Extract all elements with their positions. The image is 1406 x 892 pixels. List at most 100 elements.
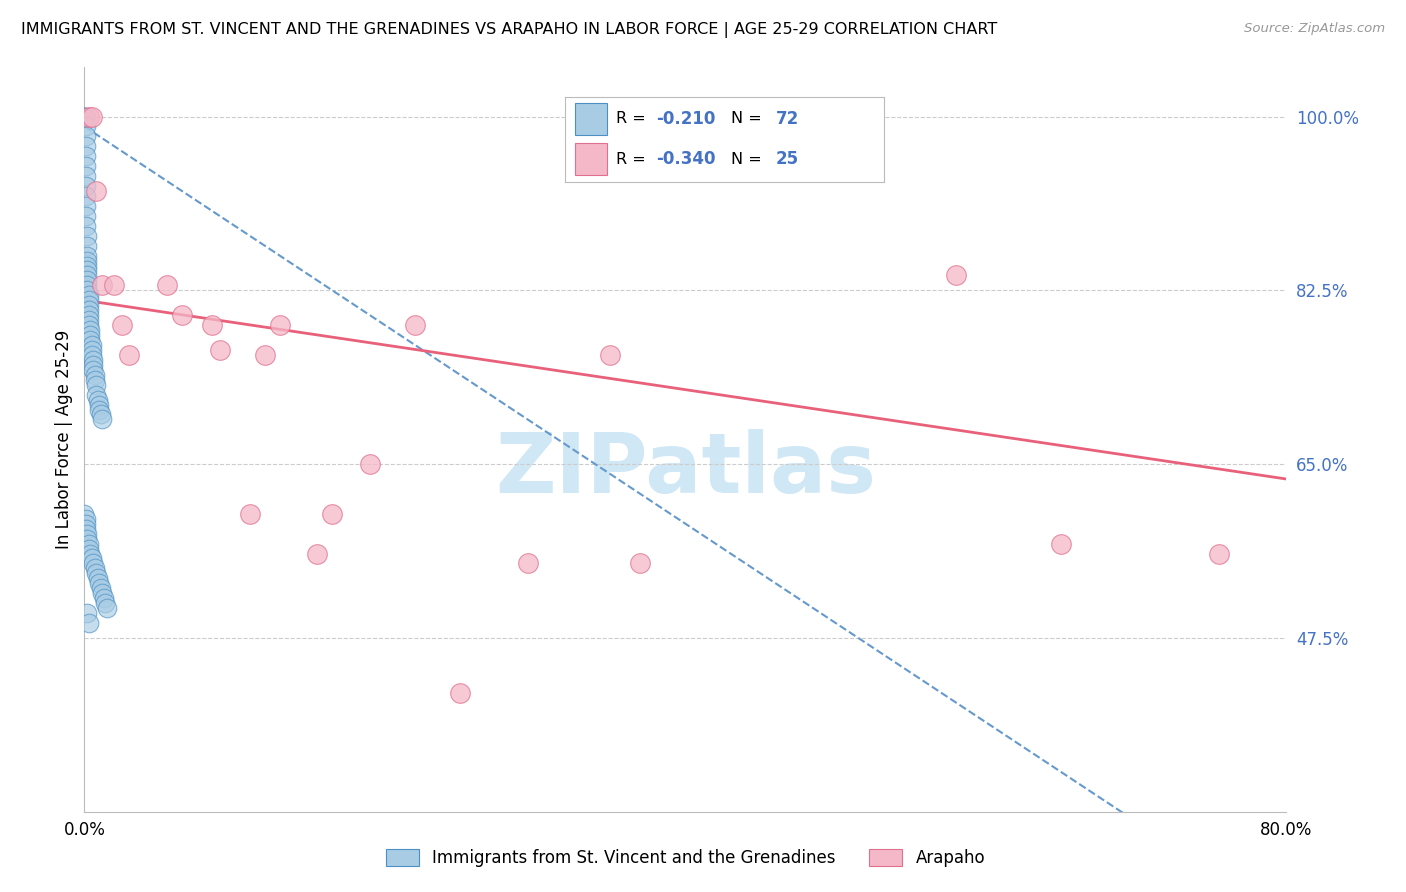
Point: [75, 169, 97, 183]
Point: [77, 293, 100, 308]
Point: [91, 412, 114, 426]
Point: [77, 288, 100, 302]
Y-axis label: In Labor Force | Age 25-29: In Labor Force | Age 25-29: [55, 330, 73, 549]
Point: [208, 343, 231, 357]
Point: [77, 298, 100, 312]
Point: [75, 219, 97, 233]
Point: [83, 561, 105, 575]
Point: [76, 284, 98, 298]
Point: [170, 308, 193, 322]
Text: ZIPatlas: ZIPatlas: [495, 428, 876, 509]
Point: [76, 606, 98, 620]
Point: [103, 278, 125, 293]
Point: [73, 110, 96, 124]
Point: [77, 303, 100, 318]
Point: [1050, 536, 1073, 550]
Legend: Immigrants from St. Vincent and the Grenadines, Arapaho: Immigrants from St. Vincent and the Gren…: [378, 843, 993, 874]
Point: [76, 249, 98, 263]
Point: [75, 522, 97, 536]
Point: [75, 199, 97, 213]
Point: [75, 512, 97, 526]
Point: [77, 313, 100, 327]
Point: [75, 129, 97, 144]
Point: [86, 184, 108, 198]
Point: [91, 586, 114, 600]
Point: [76, 263, 98, 277]
Point: [86, 377, 108, 392]
Point: [80, 551, 103, 566]
Point: [75, 110, 97, 124]
Point: [86, 387, 108, 401]
Text: IMMIGRANTS FROM ST. VINCENT AND THE GRENADINES VS ARAPAHO IN LABOR FORCE | AGE 2: IMMIGRANTS FROM ST. VINCENT AND THE GREN…: [21, 22, 997, 38]
Point: [76, 253, 98, 268]
Point: [79, 323, 101, 337]
Point: [76, 278, 98, 293]
Point: [75, 149, 97, 163]
Point: [80, 338, 103, 352]
Point: [76, 532, 98, 546]
Point: [73, 507, 96, 521]
Point: [76, 268, 98, 283]
Point: [945, 268, 967, 283]
Point: [93, 591, 115, 606]
Point: [156, 278, 179, 293]
Point: [359, 457, 381, 471]
Point: [77, 110, 100, 124]
Point: [628, 557, 651, 571]
Point: [239, 507, 262, 521]
Point: [82, 557, 104, 571]
Point: [79, 333, 101, 347]
Point: [90, 582, 112, 596]
Point: [321, 507, 343, 521]
Point: [516, 557, 538, 571]
Point: [89, 398, 111, 412]
Point: [253, 348, 276, 362]
Point: [75, 209, 97, 223]
Point: [75, 516, 97, 531]
Point: [404, 318, 426, 332]
Point: [83, 373, 105, 387]
Point: [76, 238, 98, 252]
Point: [77, 318, 100, 332]
Point: [77, 536, 100, 550]
Point: [80, 348, 103, 362]
Point: [87, 392, 110, 407]
Point: [449, 685, 471, 699]
Point: [82, 352, 104, 367]
Point: [89, 576, 111, 591]
Point: [77, 615, 100, 630]
Point: [201, 318, 224, 332]
Point: [75, 139, 97, 153]
Point: [79, 328, 101, 343]
Point: [91, 278, 114, 293]
Point: [83, 368, 105, 382]
Point: [86, 566, 108, 581]
Point: [90, 408, 112, 422]
Point: [80, 110, 103, 124]
Point: [82, 363, 104, 377]
Point: [599, 348, 621, 362]
Point: [1208, 547, 1230, 561]
Point: [73, 110, 96, 124]
Point: [89, 402, 111, 417]
Point: [75, 179, 97, 194]
Point: [75, 120, 97, 134]
Point: [77, 308, 100, 322]
Point: [75, 189, 97, 203]
Point: [77, 541, 100, 556]
Point: [76, 526, 98, 541]
Point: [307, 547, 329, 561]
Point: [94, 596, 117, 610]
Point: [76, 228, 98, 243]
Point: [73, 110, 96, 124]
Point: [75, 159, 97, 173]
Point: [87, 571, 110, 585]
Point: [111, 318, 134, 332]
Point: [96, 601, 118, 615]
Point: [79, 547, 101, 561]
Point: [80, 343, 103, 357]
Point: [76, 273, 98, 287]
Point: [82, 358, 104, 372]
Point: [76, 259, 98, 273]
Point: [269, 318, 291, 332]
